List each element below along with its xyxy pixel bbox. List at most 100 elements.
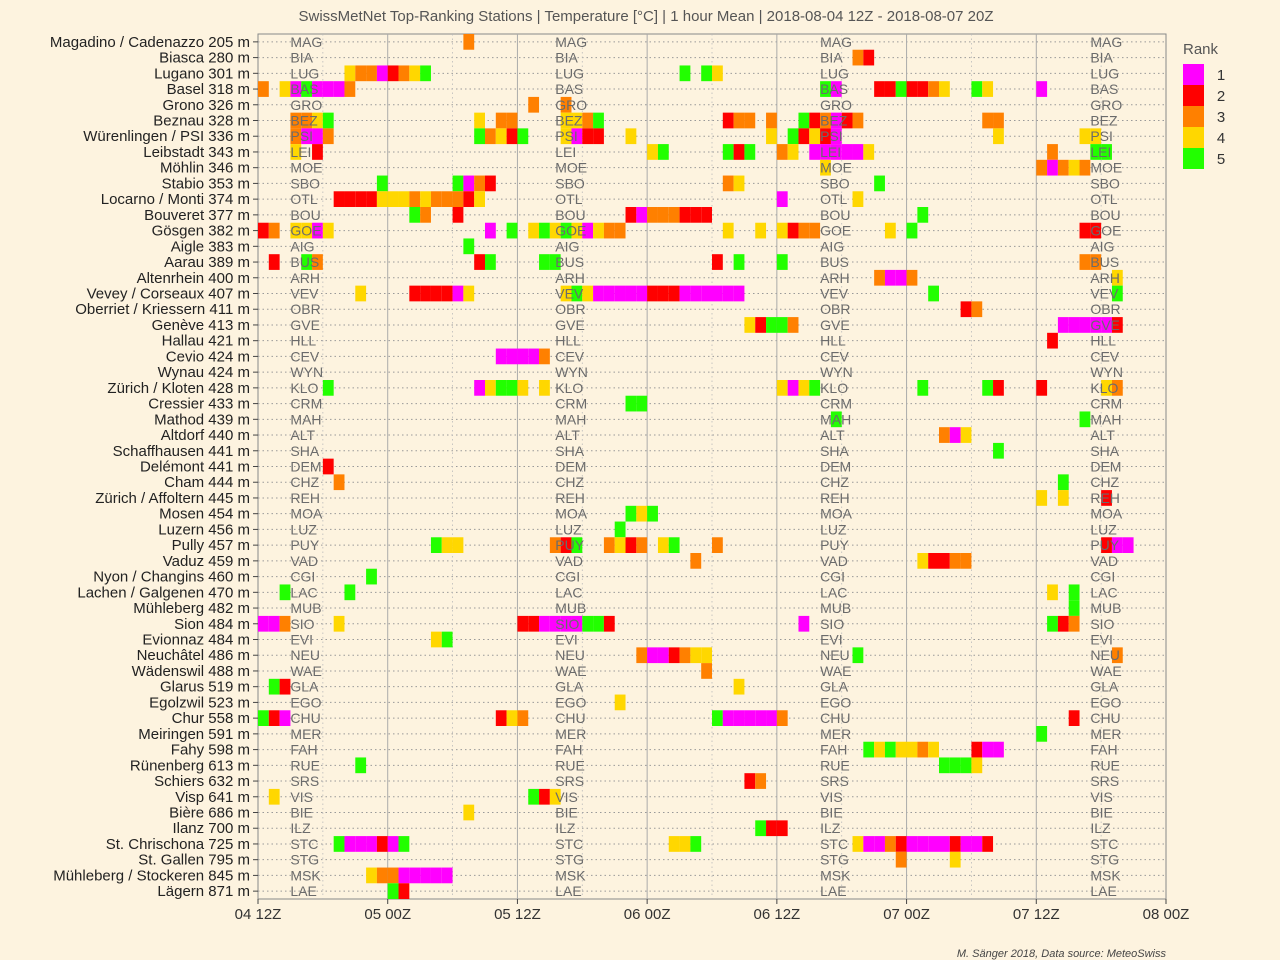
station-code-label: LAE: [1090, 883, 1116, 899]
rank-cell: [755, 317, 767, 333]
rank-cell: [993, 112, 1004, 129]
rank-cell: [366, 836, 377, 852]
rank-cell: [733, 285, 745, 302]
rank-cell: [971, 836, 983, 852]
station-code-label: PSI: [555, 128, 578, 144]
rank-cell: [474, 254, 485, 270]
rank-cell: [485, 380, 496, 396]
rank-cell: [549, 788, 561, 805]
station-name-label: Bouveret 377 m: [144, 207, 250, 224]
station-code-label: PUY: [1090, 537, 1119, 553]
rank-cell: [539, 348, 550, 365]
station-code-label: MER: [290, 726, 321, 742]
rank-cell: [268, 222, 280, 239]
legend-swatch: [1183, 85, 1204, 106]
rank-cell: [603, 537, 615, 553]
station-code-label: GVE: [820, 317, 850, 333]
rank-cell: [344, 81, 356, 97]
rank-cell: [258, 81, 269, 97]
rank-cell: [549, 537, 561, 553]
rank-cell: [971, 741, 983, 758]
legend-swatch: [1183, 148, 1204, 169]
rank-cell: [366, 191, 377, 207]
rank-cell: [1079, 222, 1091, 239]
rank-cell: [993, 741, 1004, 758]
rank-cell: [852, 112, 864, 129]
rank-cell: [1068, 615, 1080, 632]
rank-cell: [949, 836, 961, 852]
rank-cell: [636, 505, 648, 522]
rank-cell: [960, 301, 972, 318]
station-code-label: NEU: [290, 647, 320, 663]
rank-cell: [495, 710, 507, 726]
rank-cell: [268, 788, 280, 805]
rank-cell: [614, 521, 626, 538]
rank-cell: [722, 112, 734, 129]
rank-cell: [333, 836, 345, 852]
rank-cell: [657, 537, 669, 553]
rank-cell: [387, 836, 399, 852]
rank-cell: [279, 584, 291, 601]
station-name-label: Mathod 439 m: [154, 411, 250, 428]
rank-cell: [528, 615, 540, 632]
station-code-label: WAE: [1090, 663, 1121, 679]
rank-cell: [409, 65, 421, 82]
rank-cell: [982, 380, 994, 396]
station-code-label: CEV: [820, 348, 849, 364]
rank-cell: [593, 128, 604, 145]
station-name-label: Meiringen 591 m: [138, 726, 250, 743]
station-code-label: BOU: [290, 207, 320, 223]
station-code-label: MOE: [1090, 160, 1122, 176]
rank-cell: [582, 112, 594, 129]
rank-cell: [668, 647, 680, 664]
credit-text: M. Sänger 2018, Data source: MeteoSwiss: [957, 948, 1167, 960]
rank-cell: [776, 254, 788, 270]
rank-cell: [744, 317, 756, 333]
station-name-label: Sion 484 m: [174, 616, 250, 633]
rank-cell: [463, 285, 475, 302]
station-code-label: VIS: [820, 789, 843, 805]
rank-cell: [949, 427, 961, 443]
rank-cell: [517, 380, 529, 396]
station-code-label: LUZ: [555, 521, 582, 537]
rank-cell: [657, 144, 669, 160]
station-code-label: BUS: [290, 254, 319, 270]
rank-cell: [809, 222, 821, 239]
station-name-label: Glarus 519 m: [160, 679, 250, 696]
station-code-label: BEZ: [820, 113, 848, 129]
rank-cell: [798, 380, 810, 396]
rank-cell: [971, 757, 983, 774]
station-code-label: ALT: [1090, 427, 1115, 443]
rank-cell: [841, 144, 853, 160]
rank-cell: [409, 285, 421, 302]
station-code-label: LEI: [1090, 144, 1111, 160]
rank-cell: [312, 128, 323, 145]
station-code-label: CHZ: [290, 474, 319, 490]
rank-cell: [657, 207, 669, 223]
legend-label: 4: [1217, 130, 1225, 147]
station-code-label: BUS: [820, 254, 849, 270]
station-code-label: BAS: [555, 81, 583, 97]
rank-cell: [766, 820, 777, 837]
rank-cell: [755, 773, 767, 789]
rank-cell: [1068, 710, 1080, 726]
station-code-label: WYN: [555, 364, 588, 380]
station-code-label: VAD: [1090, 553, 1118, 569]
station-name-label: Vevey / Corseaux 407 m: [87, 286, 250, 303]
station-name-label: Aarau 389 m: [164, 254, 250, 271]
rank-cell: [593, 285, 604, 302]
chart-title: SwissMetNet Top-Ranking Stations | Tempe…: [299, 8, 994, 25]
rank-cell: [495, 128, 507, 145]
station-code-label: REH: [555, 490, 585, 506]
rank-cell: [474, 380, 485, 396]
rank-cell: [820, 144, 831, 160]
rank-cell: [485, 175, 496, 192]
rank-cell: [744, 710, 756, 726]
rank-cell: [430, 285, 442, 302]
rank-cell: [539, 615, 550, 632]
rank-cell: [398, 836, 410, 852]
rank-cell: [430, 867, 442, 884]
station-code-label: BEZ: [555, 113, 583, 129]
station-code-label: REH: [820, 490, 850, 506]
station-code-label: CGI: [555, 569, 580, 585]
